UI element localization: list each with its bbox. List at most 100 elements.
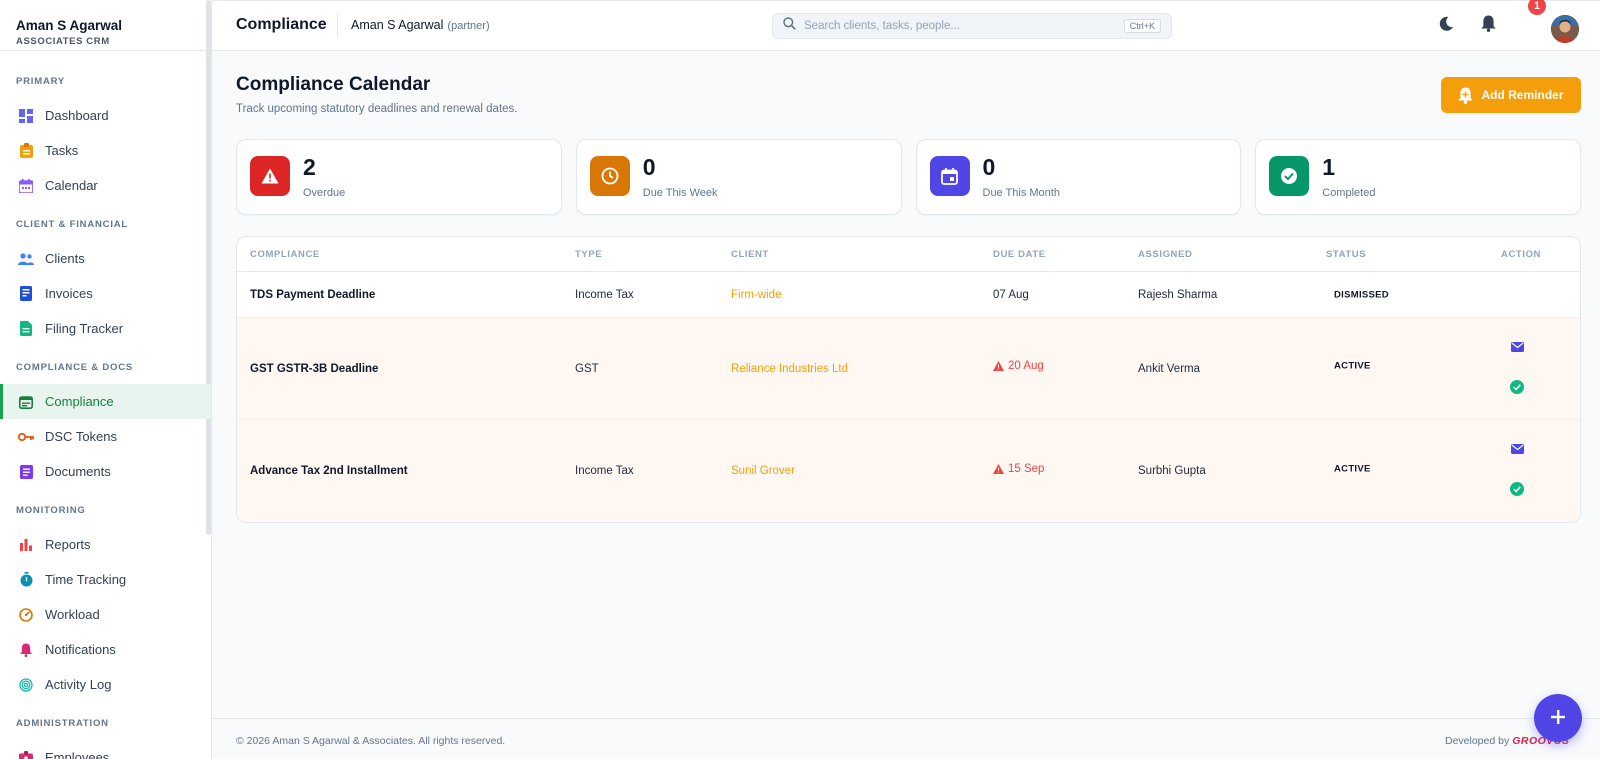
stat-card-due-this-month: 0 Due This Month (915, 139, 1242, 215)
assigned-to: Rajesh Sharma (1138, 288, 1218, 301)
sidebar-item-label: Invoices (45, 286, 93, 301)
header-divider (337, 14, 338, 38)
header-user-name: Aman S Agarwal (351, 18, 444, 32)
notifications-button[interactable] (1477, 15, 1499, 37)
sidebar-item-dashboard[interactable]: Dashboard (0, 98, 211, 133)
sidebar-item-label: Documents (45, 464, 111, 479)
copyright-text: © 2026 Aman S Agarwal & Associates. All … (236, 735, 506, 747)
sidebar-item-clients[interactable]: Clients (0, 241, 211, 276)
top-header: Compliance Aman S Agarwal(partner) Ctrl+… (212, 0, 1600, 51)
due-date: 20 Aug (1008, 360, 1044, 373)
sidebar-scrollbar[interactable] (206, 0, 211, 535)
sidebar-item-employees[interactable]: Employees (0, 740, 211, 759)
sidebar-item-time-tracking[interactable]: Time Tracking (0, 562, 211, 597)
section-title-primary: PRIMARY (16, 76, 66, 87)
sidebar-item-filing-tracker[interactable]: Filing Tracker (0, 311, 211, 346)
table-row[interactable]: GST GSTR-3B Deadline GST Reliance Indust… (237, 318, 1580, 420)
stat-value: 0 (982, 154, 996, 180)
avatar[interactable] (1551, 15, 1579, 43)
client-link[interactable]: Sunil Grover (731, 465, 795, 477)
stat-value: 0 (642, 154, 656, 180)
compliance-name: GST GSTR-3B Deadline (250, 362, 379, 375)
table-row[interactable]: Advance Tax 2nd Installment Income Tax S… (237, 420, 1580, 522)
search-bar[interactable]: Ctrl+K (772, 13, 1172, 39)
warning-icon (993, 361, 1004, 372)
sidebar-item-notifications[interactable]: Notifications (0, 632, 211, 667)
status-badge: DISMISSED (1334, 289, 1389, 300)
sidebar-item-compliance[interactable]: Compliance (0, 384, 211, 419)
sidebar-item-label: Workload (45, 607, 100, 622)
column-header: COMPLIANCE (250, 249, 320, 260)
sidebar-item-tasks[interactable]: Tasks (0, 133, 211, 168)
dashboard-icon (18, 108, 34, 124)
mark-complete-button[interactable] (1510, 482, 1524, 496)
sidebar-item-activity-log[interactable]: Activity Log (0, 667, 211, 702)
stat-value: 2 (303, 154, 316, 180)
stat-label: Completed (1322, 187, 1376, 199)
sidebar-item-label: Notifications (45, 642, 116, 657)
sidebar-item-invoices[interactable]: Invoices (0, 276, 211, 311)
sidebar-item-workload[interactable]: Workload (0, 597, 211, 632)
sidebar-item-reports[interactable]: Reports (0, 527, 211, 562)
quick-add-fab[interactable] (1534, 694, 1582, 742)
client-link[interactable]: Reliance Industries Ltd (731, 362, 848, 375)
clipboard-icon (18, 143, 34, 159)
bell-plus-icon (1458, 87, 1474, 104)
notification-count-badge: 1 (1528, 0, 1546, 15)
add-reminder-button[interactable]: Add Reminder (1441, 77, 1581, 113)
sidebar-item-label: Reports (45, 537, 91, 552)
bell-icon (1480, 15, 1496, 37)
theme-toggle-button[interactable] (1435, 15, 1457, 37)
document-icon (18, 464, 34, 480)
file-icon (18, 321, 34, 337)
status-badge: ACTIVE (1334, 360, 1371, 372)
moon-icon (1438, 16, 1454, 37)
brand: Aman S Agarwal ASSOCIATES CRM (0, 0, 211, 51)
due-date: 07 Aug (993, 288, 1029, 301)
footer: © 2026 Aman S Agarwal & Associates. All … (212, 718, 1600, 759)
email-reminder-button[interactable] (1510, 340, 1524, 354)
calendar-event-icon (929, 156, 970, 196)
column-header: ACTION (1501, 249, 1542, 260)
bar-chart-icon (18, 537, 34, 553)
client-link[interactable]: Firm-wide (731, 288, 782, 301)
badge-icon (18, 750, 34, 759)
section-title-monitoring: MONITORING (16, 505, 86, 516)
column-header: ASSIGNED (1138, 249, 1193, 260)
page-title: Compliance Calendar (236, 74, 431, 95)
sidebar-item-calendar[interactable]: Calendar (0, 168, 211, 203)
column-header: STATUS (1326, 249, 1367, 260)
header-title: Compliance (236, 16, 327, 33)
column-header: CLIENT (731, 249, 769, 260)
plus-icon (1549, 708, 1567, 729)
sidebar-item-documents[interactable]: Documents (0, 454, 211, 489)
due-date-overdue: 20 Aug (993, 360, 1044, 372)
stopwatch-icon (18, 572, 34, 588)
stat-value: 1 (1322, 154, 1336, 180)
search-shortcut: Ctrl+K (1123, 19, 1161, 33)
bell-icon (18, 642, 34, 658)
header-user-role: (partner) (447, 20, 490, 32)
fingerprint-icon (18, 677, 34, 693)
sidebar-item-label: Activity Log (45, 677, 112, 692)
due-date: 15 Sep (1008, 462, 1045, 475)
sidebar-item-label: Compliance (45, 394, 114, 409)
sidebar-item-label: Clients (45, 251, 85, 266)
table-header: COMPLIANCE TYPE CLIENT DUE DATE ASSIGNED… (237, 237, 1580, 272)
compliance-calendar-icon (18, 394, 34, 410)
search-input[interactable] (804, 20, 1104, 32)
sidebar-item-dsc-tokens[interactable]: DSC Tokens (0, 419, 211, 454)
page-subtitle: Track upcoming statutory deadlines and r… (236, 103, 518, 115)
mark-complete-button[interactable] (1510, 380, 1524, 394)
compliance-name: Advance Tax 2nd Installment (250, 465, 408, 477)
key-icon (18, 429, 34, 445)
section-title-compliance-docs: COMPLIANCE & DOCS (16, 362, 134, 373)
search-icon (783, 17, 796, 35)
add-reminder-label: Add Reminder (1481, 88, 1564, 102)
table-row[interactable]: TDS Payment Deadline Income Tax Firm-wid… (237, 272, 1580, 318)
sidebar-item-label: Calendar (45, 178, 98, 193)
clock-icon (589, 156, 630, 196)
check-circle-icon (1269, 156, 1310, 196)
sidebar-item-label: Tasks (45, 143, 79, 158)
email-reminder-button[interactable] (1510, 442, 1524, 456)
